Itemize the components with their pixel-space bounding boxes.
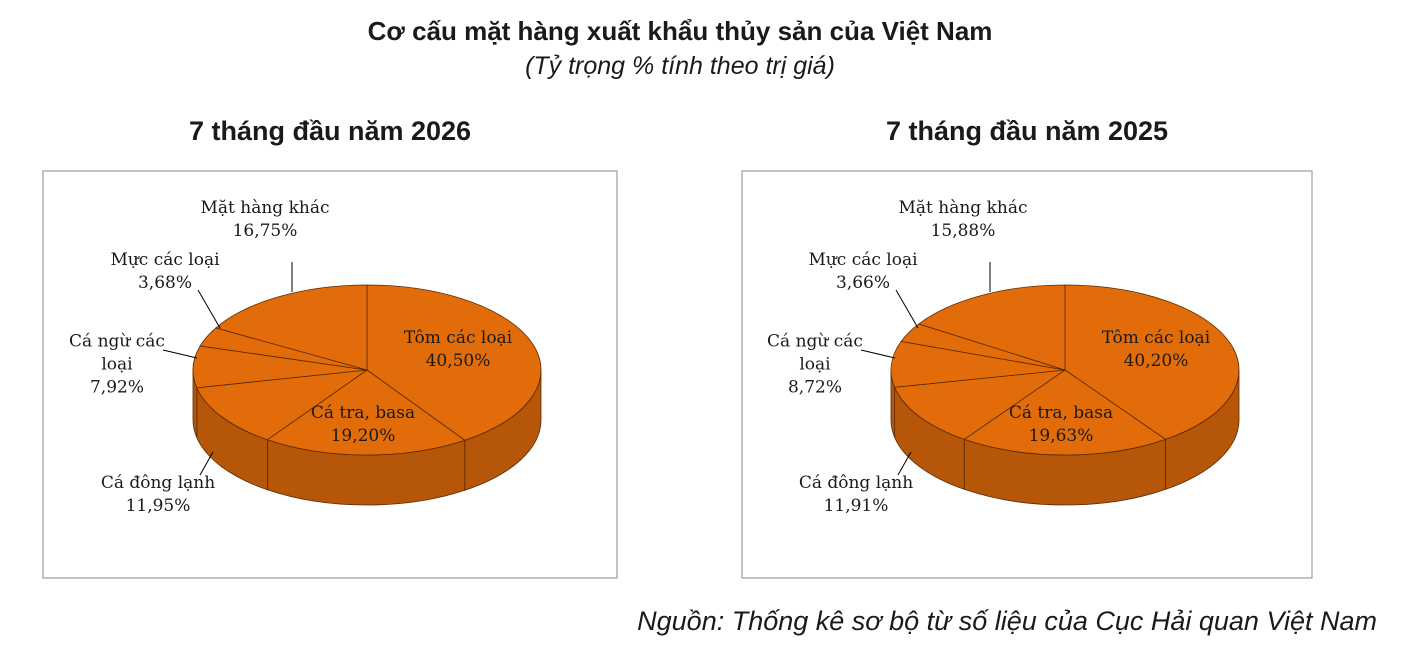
page-subtitle: (Tỷ trọng % tính theo trị giá) <box>525 52 835 80</box>
slice-category: Cá ngừ các loại <box>767 331 863 375</box>
slice <box>266 369 466 456</box>
slice-label: Mặt hàng khác 15,88% <box>898 197 1028 243</box>
slice-label: Tôm các loại 40,50% <box>393 327 523 373</box>
leader-line <box>197 289 221 329</box>
slice <box>366 284 542 441</box>
slice-label: Mực các loại 3,66% <box>798 249 928 295</box>
slice <box>1064 284 1240 440</box>
slice-label: Cá ngừ các loại 8,72% <box>750 331 880 400</box>
slice-value-label: 3,68% <box>137 273 192 293</box>
slice-value-label: 19,20% <box>330 426 396 446</box>
leader-line <box>897 451 912 476</box>
slice-value-label: 11,91% <box>823 496 889 516</box>
slice-category: Cá ngừ các loại <box>69 331 165 375</box>
slice-value-label: 11,95% <box>125 496 191 516</box>
slice-category: Tôm các loại <box>1101 328 1211 348</box>
chart-frame <box>741 170 1313 579</box>
slice <box>894 369 1066 440</box>
slice-value-label: 7,92% <box>89 377 144 398</box>
slice-value-label: 3,66% <box>835 273 890 293</box>
chart-title: 7 tháng đầu năm 2026 <box>188 116 472 146</box>
slice-value-label: 16,75% <box>232 221 298 241</box>
slice <box>890 340 1066 388</box>
slice-category: Cá tra, basa <box>310 403 416 423</box>
source-note: Nguồn: Thống kê sơ bộ từ số liệu của Cục… <box>637 606 1377 636</box>
slice <box>196 369 369 441</box>
chart-title: 7 tháng đầu năm 2025 <box>885 116 1169 146</box>
slice-label: Cá đông lạnh 11,91% <box>791 472 921 518</box>
slice-label: Mặt hàng khác 16,75% <box>200 197 330 243</box>
slice-category: Cá đông lạnh <box>798 473 914 493</box>
slice <box>917 284 1066 371</box>
slice-category: Mặt hàng khác <box>898 198 1028 218</box>
slice-category: Cá đông lạnh <box>100 473 216 493</box>
slice-value-label: 40,20% <box>1123 351 1189 371</box>
slice <box>215 284 368 371</box>
slice-category: Mực các loại <box>110 250 220 270</box>
slice-value-label: 8,72% <box>787 377 842 398</box>
slice-category: Mặt hàng khác <box>200 198 330 218</box>
slice-value-label: 40,50% <box>425 351 491 371</box>
leader-line <box>199 451 214 476</box>
slice-value-label: 19,63% <box>1028 426 1094 446</box>
slice-category: Mực các loại <box>808 250 918 270</box>
slice-label: Mực các loại 3,68% <box>100 249 230 295</box>
chart-frame <box>42 170 618 579</box>
slice-value-label: 15,88% <box>930 221 996 241</box>
page-title: Cơ cấu mặt hàng xuất khẩu thủy sản của V… <box>367 16 993 46</box>
slice-label: Tôm các loại 40,20% <box>1091 327 1221 373</box>
leader-line <box>860 349 896 359</box>
slice <box>963 369 1167 456</box>
slice-label: Cá đông lạnh 11,95% <box>93 472 223 518</box>
slice-label: Cá ngừ các loại 7,92% <box>52 331 182 400</box>
slice-label: Cá tra, basa 19,20% <box>298 402 428 448</box>
slice-category: Cá tra, basa <box>1008 403 1114 423</box>
slice-category: Tôm các loại <box>403 328 513 348</box>
slice-label: Cá tra, basa 19,63% <box>996 402 1126 448</box>
leader-line <box>895 289 919 329</box>
leader-line <box>162 349 198 359</box>
